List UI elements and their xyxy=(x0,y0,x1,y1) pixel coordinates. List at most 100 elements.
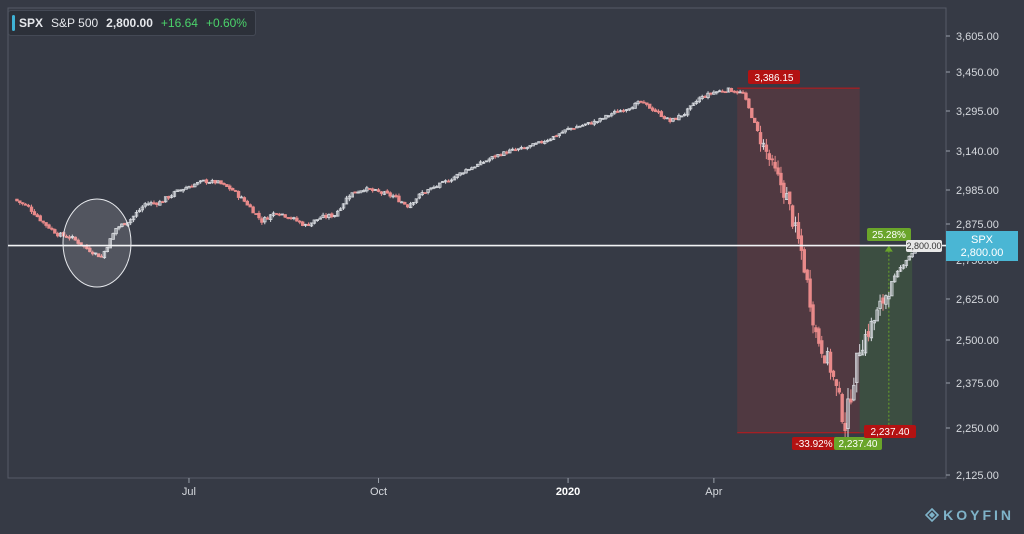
candle-body xyxy=(834,379,839,386)
candle-body xyxy=(388,192,392,197)
candle-body xyxy=(508,149,512,154)
drawdown-region xyxy=(737,87,913,434)
candle-body xyxy=(898,267,903,272)
candle-body xyxy=(493,155,497,158)
candle-body xyxy=(650,107,655,111)
candle-body xyxy=(274,213,279,215)
candle-body xyxy=(694,100,699,104)
symbol-legend[interactable]: SPX S&P 500 2,800.00 +16.64 +0.60% xyxy=(8,10,256,36)
rebound-label-bg xyxy=(867,228,911,241)
candle-body xyxy=(461,172,465,175)
candle-body xyxy=(236,190,241,198)
candle-body xyxy=(163,196,168,203)
candle-body xyxy=(703,96,707,98)
candle-body xyxy=(522,147,527,150)
legend-accent xyxy=(12,15,15,31)
candle-body xyxy=(263,217,267,223)
line-value-label-bg xyxy=(906,240,942,252)
candle-body xyxy=(595,121,599,123)
candle-body xyxy=(137,209,142,213)
candle-body xyxy=(840,394,844,423)
candle-body xyxy=(610,113,614,116)
candle-body xyxy=(464,169,468,174)
candle-body xyxy=(770,158,774,161)
price-tag-value: 2,800.00 xyxy=(961,247,1004,259)
y-tick-label: 3,140.00 xyxy=(956,146,999,158)
legend-name: S&P 500 xyxy=(51,16,99,30)
candle-body xyxy=(709,92,713,95)
candle-body xyxy=(423,192,427,194)
candle-body xyxy=(653,109,658,112)
legend-price: 2,800.00 xyxy=(106,16,153,30)
candle-body xyxy=(715,91,719,94)
candle-body xyxy=(499,154,503,157)
candle-body xyxy=(368,188,372,190)
candle-body xyxy=(656,110,661,113)
candle-body xyxy=(76,239,80,244)
rebound-region xyxy=(859,245,913,433)
candle-body xyxy=(607,115,611,118)
drawdown-fill xyxy=(737,88,860,433)
candle-body xyxy=(852,384,856,401)
candle-body xyxy=(892,275,897,283)
y-tick-label: 2,985.00 xyxy=(956,185,999,197)
candle-body xyxy=(245,200,249,206)
rebound-pct-label: 25.28% xyxy=(872,230,906,241)
candle-body xyxy=(403,201,407,205)
rebound-fill xyxy=(859,245,913,433)
candle-body xyxy=(732,90,736,93)
candle-body xyxy=(219,180,223,185)
candle-body xyxy=(680,115,684,118)
candle-body xyxy=(648,103,652,109)
candle-body xyxy=(228,185,232,190)
candle-body xyxy=(44,222,48,226)
candle-body xyxy=(166,195,171,199)
candle-body xyxy=(26,204,31,207)
candle-body xyxy=(242,197,247,202)
candle-body xyxy=(254,213,258,215)
candle-body xyxy=(405,204,410,208)
candle-body xyxy=(96,253,101,258)
candle-body xyxy=(729,87,734,93)
candle-body xyxy=(283,214,287,218)
candle-body xyxy=(525,147,529,149)
candle-body xyxy=(843,423,847,432)
candle-body xyxy=(335,210,340,217)
candle-body xyxy=(350,192,354,198)
candle-body xyxy=(881,297,885,304)
candle-body xyxy=(379,191,384,194)
x-tick-label: Oct xyxy=(370,486,387,498)
candle-body xyxy=(639,100,643,103)
low-label-right: 2,237.40 xyxy=(871,427,910,438)
y-tick-label: 3,450.00 xyxy=(956,67,999,79)
candle-body xyxy=(134,212,139,217)
candle-body xyxy=(341,203,346,209)
candle-body xyxy=(277,213,282,216)
candle-body xyxy=(799,235,804,251)
candle-body xyxy=(674,117,678,120)
candle-body xyxy=(505,151,509,154)
brand-watermark: KOYFIN xyxy=(925,507,1014,523)
candle-body xyxy=(50,227,54,230)
brand-name: KOYFIN xyxy=(943,507,1014,523)
candle-body xyxy=(233,190,238,192)
candle-body xyxy=(408,203,413,209)
candle-body xyxy=(677,115,681,121)
candle-body xyxy=(790,205,795,227)
low-label-left-bg xyxy=(834,437,882,450)
candle-body xyxy=(32,211,37,216)
candle-body xyxy=(907,255,911,261)
candle-body xyxy=(29,206,34,212)
candle-body xyxy=(817,328,821,344)
candle-body xyxy=(376,189,381,192)
candle-body xyxy=(540,141,544,144)
candle-body xyxy=(207,182,212,184)
candle-body xyxy=(551,135,556,140)
candle-body xyxy=(117,226,121,229)
candle-body xyxy=(814,327,818,333)
candle-body xyxy=(688,105,693,110)
candle-body xyxy=(248,204,252,208)
candle-body xyxy=(490,156,494,160)
candle-body xyxy=(645,102,649,105)
